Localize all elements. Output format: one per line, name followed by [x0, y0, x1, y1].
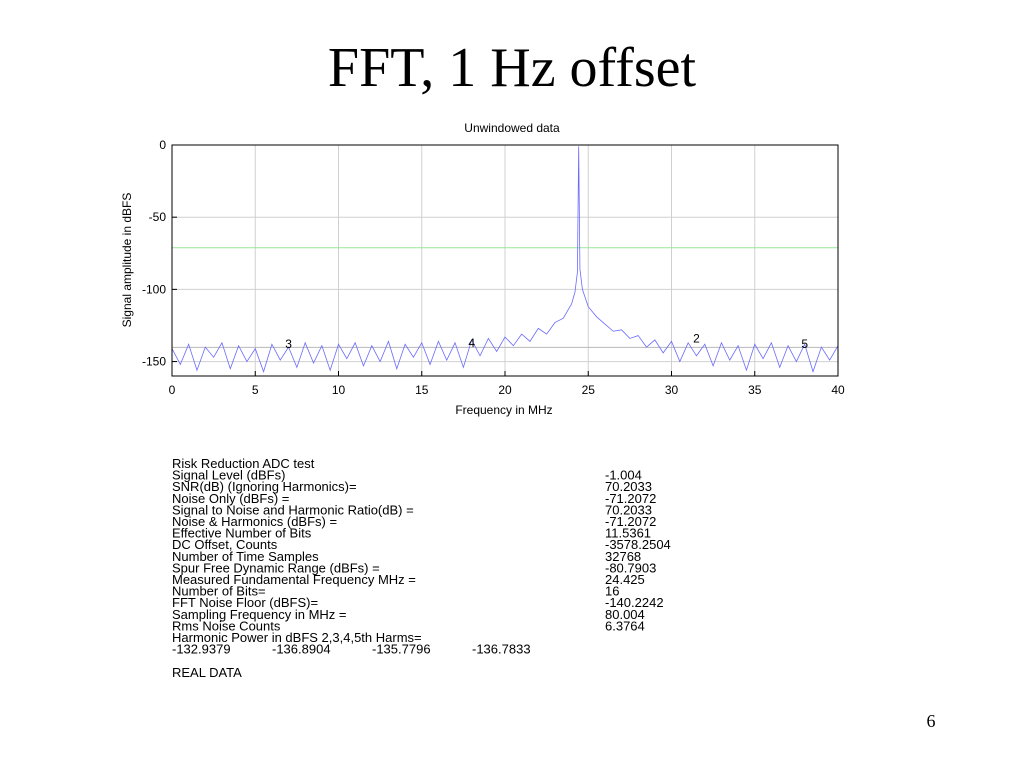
stat-value: 11.5361	[605, 526, 651, 541]
stat-value: 24.425	[605, 572, 645, 587]
stats-heading: Risk Reduction ADC test	[172, 456, 315, 471]
stat-label: DC Offset, Counts	[172, 537, 278, 552]
stat-label: Effective Number of Bits	[172, 526, 312, 541]
slide-title: FFT, 1 Hz offset	[328, 37, 697, 99]
plot-frame	[171, 144, 839, 377]
x-tick-label: 15	[415, 383, 429, 397]
y-tick-label: 0	[159, 138, 166, 152]
harmonic-value: -136.7833	[472, 642, 531, 657]
stat-value: -80.7903	[605, 560, 656, 575]
stat-label: Rms Noise Counts	[172, 618, 281, 633]
stat-label: SNR(dB) (Ignoring Harmonics)=	[172, 479, 357, 494]
stat-value: 80.004	[605, 607, 645, 622]
stat-value: 32768	[605, 549, 641, 564]
x-tick-label: 0	[169, 383, 176, 397]
x-tick-label: 30	[665, 383, 679, 397]
stat-value: -140.2242	[605, 595, 664, 610]
stat-value: 70.2033	[605, 502, 652, 517]
stat-label: Measured Fundamental Frequency MHz =	[172, 572, 416, 587]
x-tick-label: 40	[831, 383, 845, 397]
stats-footer: REAL DATA	[172, 665, 242, 680]
stat-label: Signal to Noise and Harmonic Ratio(dB) =	[172, 502, 414, 517]
harmonic-label: 4	[468, 336, 475, 350]
x-tick-label: 20	[498, 383, 512, 397]
harmonic-value: -135.7796	[372, 642, 431, 657]
stat-label: FFT Noise Floor (dBFS)=	[172, 595, 318, 610]
stat-value: -71.2072	[605, 491, 656, 506]
stat-value: -3578.2504	[605, 537, 671, 552]
chart-title: Unwindowed data	[464, 121, 560, 135]
harmonic-label: 2	[693, 331, 700, 345]
page-number: 6	[927, 711, 936, 731]
stat-value: -71.2072	[605, 514, 656, 529]
stat-label: Noise & Harmonics (dBFs) =	[172, 514, 337, 529]
stat-label: Number of Bits=	[172, 584, 266, 599]
stat-label: Sampling Frequency in MHz =	[172, 607, 347, 622]
stat-value: 6.3764	[605, 618, 645, 633]
stat-label: Noise Only (dBFs) =	[172, 491, 289, 506]
harmonic-value: -132.9379	[172, 642, 231, 657]
y-tick-label: -150	[142, 355, 166, 369]
stat-value: 70.2033	[605, 479, 652, 494]
x-tick-label: 5	[252, 383, 259, 397]
spectrum-line	[171, 146, 839, 373]
harmonics-label: Harmonic Power in dBFS 2,3,4,5th Harms=	[172, 630, 422, 645]
harmonic-value: -136.8904	[272, 642, 331, 657]
y-axis-label: Signal amplitude in dBFS	[120, 193, 134, 328]
x-tick-label: 10	[332, 383, 346, 397]
stat-value: 16	[605, 584, 619, 599]
y-tick-label: -50	[149, 210, 167, 224]
y-tick-label: -100	[142, 282, 166, 296]
x-tick-label: 25	[582, 383, 596, 397]
x-axis-label: Frequency in MHz	[455, 403, 552, 417]
harmonic-label: 3	[285, 337, 292, 351]
harmonic-label: 5	[801, 337, 808, 351]
stat-label: Signal Level (dBFs)	[172, 468, 285, 483]
x-tick-label: 35	[748, 383, 762, 397]
stat-value: -1.004	[605, 468, 642, 483]
stat-label: Spur Free Dynamic Range (dBFs) =	[172, 560, 380, 575]
stat-label: Number of Time Samples	[172, 549, 319, 564]
